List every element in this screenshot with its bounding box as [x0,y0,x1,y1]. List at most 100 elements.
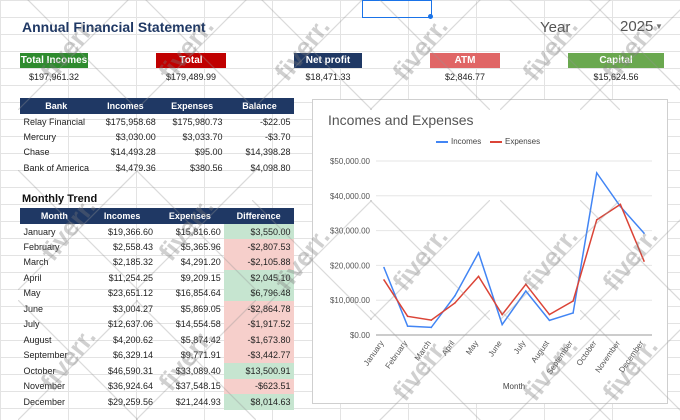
table-cell[interactable]: -$623.51 [223,378,294,394]
table-cell[interactable]: May [23,288,41,299]
table-cell[interactable]: November [23,381,66,392]
data-point [477,275,480,278]
table-cell[interactable]: -$2,807.53 [223,239,294,255]
table-cell[interactable]: $6,796.48 [223,285,294,301]
table-cell[interactable]: $95.00 [194,147,223,158]
table-cell[interactable]: $2,558.43 [112,241,153,252]
table-cell[interactable]: $19,366.60 [107,226,153,237]
table-cell[interactable]: $5,365.96 [180,241,221,252]
monthly-table: Month Incomes Expenses Difference Januar… [20,208,294,410]
table-cell[interactable]: $29,259.56 [107,396,153,407]
bank-row: Chase $14,493.28 $95.00 $14,398.28 [21,145,294,161]
table-cell[interactable]: -$3.70 [264,131,291,142]
data-point [383,266,385,269]
table-cell[interactable]: $33,089.40 [175,365,221,376]
table-cell[interactable]: June [23,303,44,314]
table-cell[interactable]: $21,244.93 [175,396,221,407]
table-cell[interactable]: $36,924.64 [107,381,153,392]
table-cell[interactable]: Relay Financial [23,116,86,127]
table-cell[interactable]: -$1,673.80 [223,332,294,348]
table-cell[interactable]: $12,637.06 [107,319,153,330]
month-row: July $12,637.06 $14,554.58 -$1,917.52 [21,316,294,332]
table-cell[interactable]: July [23,319,40,330]
table-cell[interactable]: February [23,241,60,252]
table-cell[interactable]: September [23,350,68,361]
table-cell[interactable]: $23,651.12 [107,288,153,299]
table-cell[interactable]: $4,291.20 [180,257,221,268]
table-cell[interactable]: Mercury [23,131,57,142]
table-cell[interactable]: $14,493.28 [110,147,156,158]
table-cell[interactable]: $3,550.00 [223,223,294,239]
table-cell[interactable]: -$3,442.77 [223,347,294,363]
data-point [595,219,598,221]
table-cell[interactable]: -$22.05 [259,116,291,127]
chevron-down-icon[interactable]: ▼ [655,22,663,31]
data-point [454,302,456,304]
fill-handle[interactable] [428,14,433,19]
bank-col-header: Bank [20,98,93,114]
table-cell[interactable]: $5,874.42 [180,334,221,345]
table-cell[interactable]: August [23,334,52,345]
table-cell[interactable]: $2,045.10 [223,270,294,286]
table-cell[interactable]: $3,030.00 [115,131,156,142]
table-cell[interactable]: April [23,272,42,283]
month-row: September $6,329.14 $9,771.91 -$3,442.77 [21,347,294,363]
bank-row: Bank of America $4,479.36 $380.56 $4,098.80 [21,160,294,176]
table-cell[interactable]: $15,816.60 [175,226,221,237]
month-row: May $23,651.12 $16,854.64 $6,796.48 [21,285,294,301]
table-cell[interactable]: -$2,864.78 [223,301,294,317]
table-cell[interactable]: $13,500.91 [223,363,294,379]
cell-selection[interactable] [362,0,432,18]
kpi-atm-label: ATM [430,53,500,68]
data-point [548,319,551,322]
table-cell[interactable]: $8,014.63 [223,394,294,410]
expenses-col-header: Expenses [158,98,226,114]
table-cell[interactable]: $14,398.28 [245,147,291,158]
table-cell[interactable]: Bank of America [23,162,90,173]
legend-incomes: Incomes [436,137,481,146]
table-cell[interactable]: March [23,257,49,268]
bank-row: Mercury $3,030.00 $3,033.70 -$3.70 [21,129,294,145]
difference-col-header: Difference [223,208,294,224]
table-cell[interactable]: $46,590.31 [107,365,153,376]
kpi-total-expenses-value: $179,489.99 [165,72,217,82]
table-cell[interactable]: $175,980.73 [172,116,223,127]
table-cell[interactable]: $6,329.14 [112,350,153,361]
data-point [619,203,622,206]
month-row: April $11,254.25 $9,209.15 $2,045.10 [21,270,294,286]
table-cell[interactable]: -$1,917.52 [223,316,294,332]
kpi-net-profit-label: Net profit [294,53,362,68]
month-row: October $46,590.31 $33,089.40 $13,500.91 [21,363,294,379]
table-cell[interactable]: $4,200.62 [112,334,153,345]
table-cell[interactable]: $175,958.68 [105,116,156,127]
table-cell[interactable]: October [23,365,56,376]
table-cell[interactable]: $3,033.70 [182,131,223,142]
table-cell[interactable]: $4,098.80 [250,162,291,173]
table-cell[interactable]: $5,869.05 [180,303,221,314]
table-cell[interactable]: December [23,396,66,407]
table-cell[interactable]: $37,548.15 [175,381,221,392]
table-cell[interactable]: January [23,226,56,237]
table-cell[interactable]: $4,479.36 [115,162,156,173]
table-cell[interactable]: $14,554.58 [175,319,221,330]
expenses-col-header: Expenses [155,208,225,224]
kpi-capital-contribution-label: Capital Contribution [568,53,664,81]
year-select[interactable]: 2025 [620,18,654,35]
table-cell[interactable]: $380.56 [189,162,223,173]
x-tick-label: April [440,339,457,357]
x-tick-label: June [486,339,504,359]
chart-container[interactable] [312,99,668,404]
table-cell[interactable]: $9,771.91 [180,350,221,361]
y-tick-label: $50,000.00 [330,157,371,166]
x-tick-label: August [529,338,551,364]
table-cell[interactable]: $9,209.15 [180,272,221,283]
table-cell[interactable]: Chase [23,147,50,158]
table-cell[interactable]: -$2,105.88 [223,254,294,270]
kpi-net-profit-value: $18,471.33 [305,72,351,82]
table-cell[interactable]: $16,854.64 [175,288,221,299]
table-cell[interactable]: $3,004.27 [112,303,153,314]
table-cell[interactable]: $2,185.32 [112,257,153,268]
incomes-col-header: Incomes [91,98,160,114]
data-point [643,232,645,234]
table-cell[interactable]: $11,254.25 [108,272,153,283]
